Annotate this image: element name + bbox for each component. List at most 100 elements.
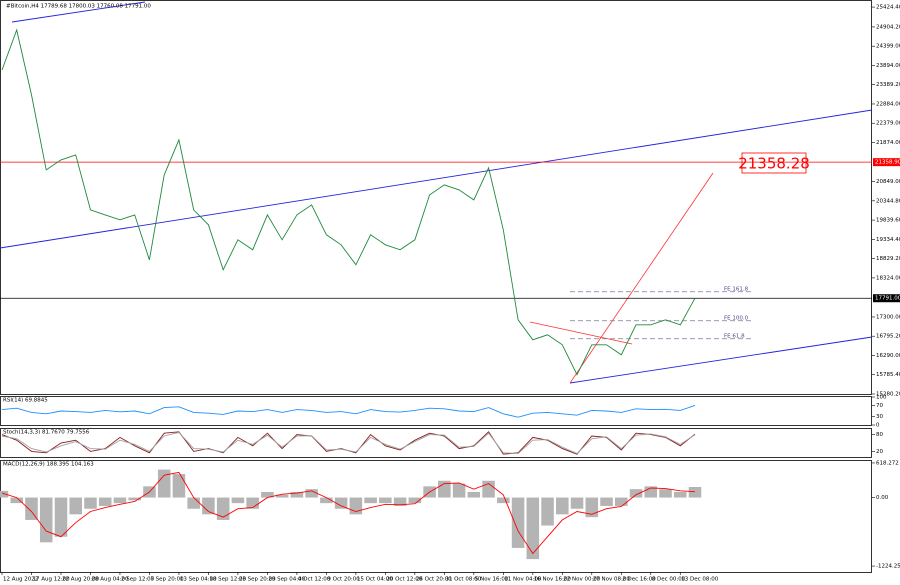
y-tick-label: 15280.20	[876, 391, 900, 397]
histogram-bar	[511, 497, 525, 548]
y-tick-label: 0.00	[876, 495, 889, 501]
x-tick-label: 26 Oct 20:00	[416, 577, 452, 583]
histogram-bar	[644, 486, 658, 498]
x-tick-label: 13 Sep 04:00	[180, 577, 217, 583]
indicator-line	[1, 431, 696, 455]
histogram-bar	[54, 497, 68, 537]
y-tick-label: 17300.00	[876, 314, 900, 320]
trend-line	[0, 109, 873, 249]
histogram-bar	[172, 474, 186, 498]
histogram-bar	[334, 497, 348, 509]
x-tick-label: 15 Oct 04:00	[357, 577, 393, 583]
x-tick-label: 9 Oct 20:00	[327, 577, 360, 583]
trend-line	[569, 336, 873, 384]
histogram-bar	[364, 497, 377, 504]
histogram-bar	[673, 491, 687, 498]
x-tick-label: 2 Dec 16:00	[622, 577, 656, 583]
histogram-bar	[25, 497, 38, 520]
histogram-bar	[497, 497, 510, 504]
histogram-bar	[39, 497, 53, 543]
y-tick-label: 70	[876, 403, 883, 409]
histogram-bar	[688, 487, 702, 498]
histogram-bar	[467, 491, 481, 498]
y-tick-label: 22379.00	[876, 121, 900, 127]
y-tick-label: 18324.00	[876, 275, 900, 281]
histogram-bar	[261, 491, 274, 498]
price-pane	[0, 0, 872, 395]
x-tick-label: 28 Aug 04:00	[91, 577, 129, 583]
x-tick-label: 11 Nov 04:00	[504, 577, 542, 583]
x-tick-label: 4 Oct 12:00	[298, 577, 331, 583]
x-tick-label: 7 Sep 20:00	[150, 577, 184, 583]
histogram-bar	[320, 497, 333, 504]
macd-title: MACD(12,26,9) 188.395 104.163	[3, 462, 94, 468]
x-tick-label: 5 Nov 16:00	[475, 577, 509, 583]
stoch-pane	[0, 428, 872, 458]
histogram-bar	[541, 497, 554, 526]
histogram-bar	[275, 494, 289, 498]
y-tick-label: 80	[876, 432, 883, 438]
macd-pane	[0, 460, 872, 573]
y-tick-label: 16290.00	[876, 353, 900, 359]
price-level-tag	[873, 158, 900, 167]
projection-line	[529, 321, 633, 345]
y-tick-label: 18829.20	[876, 256, 900, 262]
y-tick-label: 618.272	[876, 460, 899, 466]
x-tick-label: 16 Nov 16:00	[534, 577, 572, 583]
trend-line	[11, 1, 146, 23]
histogram-bar	[202, 497, 215, 515]
x-tick-label: 13 Dec 08:00	[681, 577, 718, 583]
histogram-bar	[84, 497, 97, 509]
histogram-bar	[187, 497, 200, 509]
y-tick-label: 100	[876, 395, 887, 401]
y-tick-label: 19839.60	[876, 218, 900, 224]
price-level-label: 21358.90	[875, 160, 900, 166]
histogram-bar	[10, 497, 24, 504]
y-tick-label: 20	[876, 449, 883, 455]
y-tick-label: 24399.00	[876, 44, 900, 50]
x-tick-label: 18 Sep 12:00	[209, 577, 246, 583]
histogram-bar	[600, 497, 613, 506]
fe-label: FE 161.8	[724, 286, 749, 292]
x-tick-label: 20 Oct 12:00	[386, 577, 422, 583]
y-tick-label: 20849.00	[876, 179, 900, 185]
y-tick-label: 15785.40	[876, 372, 900, 378]
price-level-label: 17791.00	[875, 296, 900, 302]
histogram-bar	[629, 489, 643, 498]
histogram-bar	[452, 483, 466, 498]
histogram-bar	[305, 489, 318, 498]
histogram-bar	[216, 497, 230, 520]
y-tick-label: 23389.20	[876, 82, 900, 88]
projection-line	[569, 172, 714, 384]
histogram-bar	[408, 497, 422, 504]
y-tick-label: 19334.40	[876, 237, 900, 243]
histogram-bar	[98, 497, 112, 506]
price-annotation: 21358.28	[738, 155, 810, 173]
histogram-bar	[69, 497, 82, 515]
histogram-bar	[585, 497, 599, 518]
signal-line	[1, 471, 696, 555]
y-tick-label: 24904.20	[876, 24, 900, 30]
x-tick-label: 31 Oct 08:00	[445, 577, 481, 583]
stoch-title: Stoch(14,3,3) 81.7670 79.7556	[3, 430, 90, 436]
x-tick-label: 2 Sep 12:00	[121, 577, 155, 583]
y-tick-label: 25424.40	[876, 5, 900, 11]
y-tick-label: 0	[876, 423, 880, 429]
x-tick-label: 8 Dec 00:00	[652, 577, 686, 583]
histogram-bar	[379, 497, 392, 504]
price-line	[1, 28, 696, 376]
y-tick-label: 23894.00	[876, 63, 900, 69]
histogram-bar	[659, 489, 672, 498]
y-tick-label: -1224.25	[876, 564, 900, 570]
y-tick-label: 21874.00	[876, 140, 900, 146]
price-level-tag	[873, 294, 900, 303]
fe-label: FE 100.0	[724, 315, 749, 321]
histogram-bar	[393, 497, 407, 506]
rsi-title: RSI(14) 69.8845	[3, 398, 48, 404]
rsi-pane	[0, 396, 872, 426]
histogram-bar	[128, 497, 141, 501]
y-tick-label: 16795.20	[876, 334, 900, 340]
histogram-bar	[556, 497, 569, 515]
